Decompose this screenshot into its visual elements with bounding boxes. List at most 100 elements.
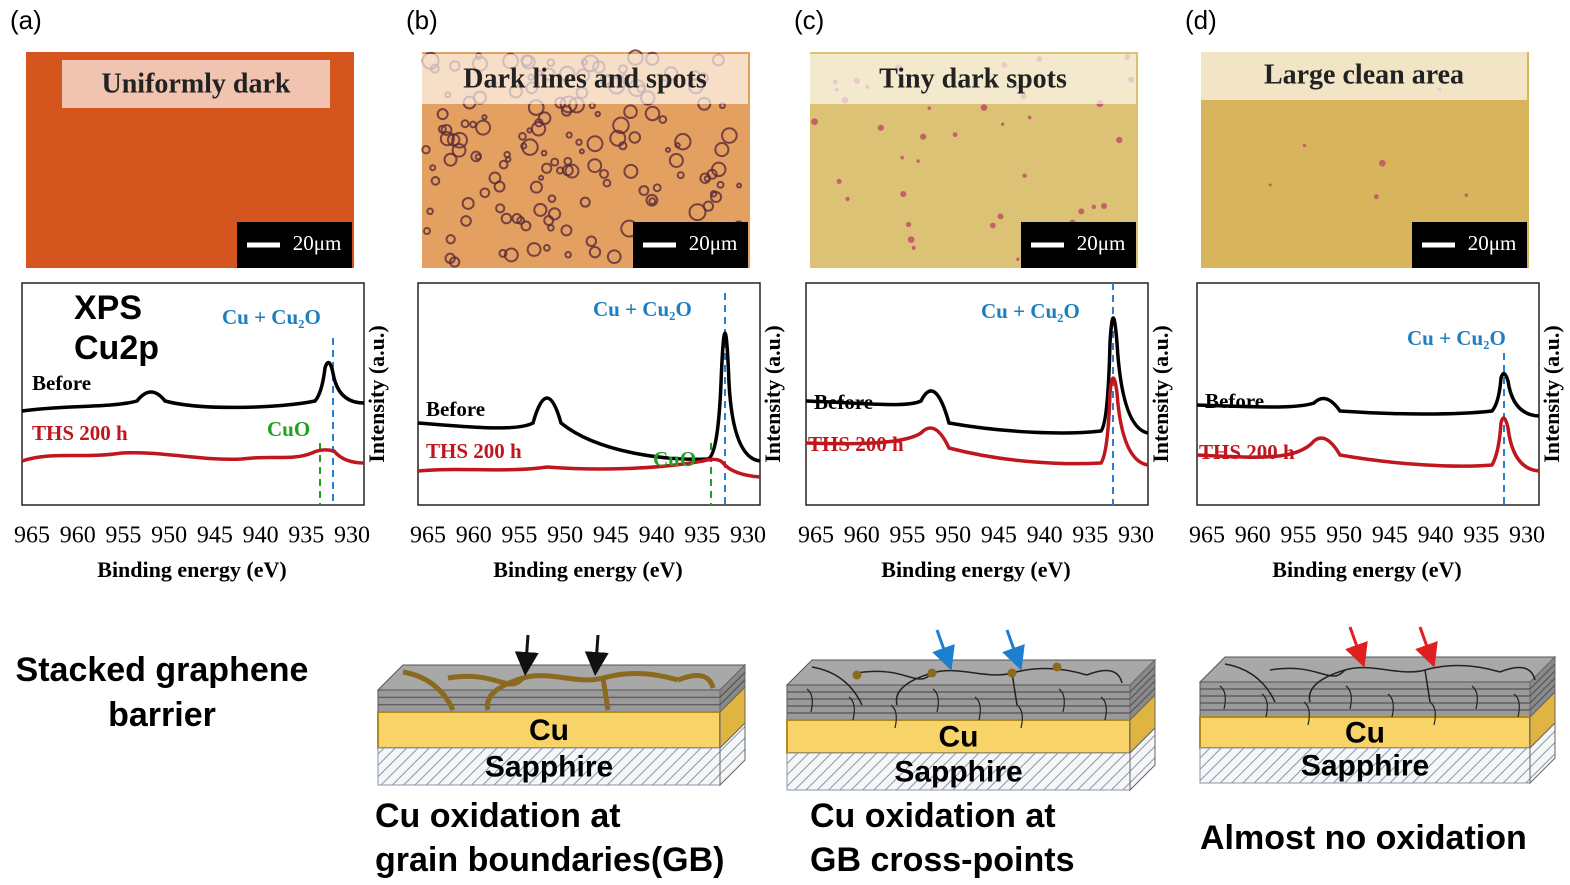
speck <box>648 197 657 206</box>
graphene-layer <box>1529 670 1556 697</box>
speck <box>664 146 672 153</box>
speck <box>422 227 431 236</box>
speck <box>547 207 562 221</box>
curve-label: Before <box>814 390 873 414</box>
speck <box>836 178 842 184</box>
xps-title: XPS <box>74 289 142 327</box>
graphene-front <box>786 684 1131 721</box>
speck <box>500 212 513 225</box>
speck <box>676 171 685 180</box>
spectrum-ths <box>1196 416 1540 473</box>
caption-box <box>810 54 1136 104</box>
curve-label: THS 200 h <box>808 432 904 456</box>
curve-label: Before <box>426 397 485 421</box>
speck <box>579 196 591 208</box>
speck <box>526 127 533 134</box>
speck <box>716 180 725 189</box>
speck <box>609 129 627 147</box>
arrow <box>514 634 539 676</box>
speck <box>1101 202 1108 209</box>
x-tick-label: 960 <box>1235 523 1271 549</box>
spectrum-ths <box>805 376 1149 467</box>
speck <box>543 214 555 226</box>
arrow <box>932 629 955 671</box>
speck <box>1078 208 1085 215</box>
y-axis-label: Intensity (a.u.) <box>1539 325 1564 463</box>
x-axis-label: Binding energy (eV) <box>1272 557 1461 582</box>
curve-label: Before <box>1205 389 1264 413</box>
x-tick-label: 945 <box>593 523 629 549</box>
spectrum-ths <box>21 448 365 465</box>
speck <box>526 242 542 257</box>
x-tick-label: 950 <box>151 523 187 549</box>
graphene-layer <box>719 671 746 698</box>
x-tick-label: 945 <box>1372 523 1408 549</box>
speck <box>495 203 506 214</box>
speck <box>498 159 509 170</box>
y-axis-label: Intensity (a.u.) <box>364 325 389 463</box>
speck <box>541 162 553 174</box>
grain-boundary <box>1224 663 1346 703</box>
x-tick-label: 940 <box>1027 523 1063 549</box>
speck <box>644 105 661 122</box>
speck <box>560 224 573 237</box>
graphene-layer <box>1129 673 1156 700</box>
x-tick-label: 960 <box>844 523 880 549</box>
speck <box>437 124 447 134</box>
crack <box>932 688 939 713</box>
crack <box>1387 693 1394 718</box>
layer-label: Sapphire <box>894 755 1022 788</box>
speck <box>451 131 468 149</box>
panel: (d) Large clean area 20μm Before THS 200 h Cu… <box>1185 5 1564 582</box>
speck <box>920 133 927 140</box>
speck <box>440 124 453 136</box>
speck <box>623 104 638 120</box>
arrow <box>1002 629 1025 671</box>
speck <box>1027 115 1032 120</box>
graphene-front <box>377 689 721 713</box>
speck <box>451 142 467 158</box>
x-axis-label: Binding energy (eV) <box>881 557 1070 582</box>
speck <box>845 196 850 202</box>
peak-label: Cu + Cu₂O <box>222 305 321 329</box>
speck <box>470 150 482 163</box>
spectrum-before <box>805 316 1149 435</box>
schematic-label: Stacked graphene <box>16 651 309 689</box>
speck <box>709 189 718 198</box>
speck <box>907 236 915 244</box>
x-axis-label: Binding energy (eV) <box>493 557 682 582</box>
speck <box>587 158 603 174</box>
side-face <box>719 721 746 787</box>
scale-bar-label: 20μm <box>689 231 738 255</box>
speck <box>602 178 612 188</box>
speck <box>1379 159 1386 167</box>
speck <box>710 191 723 203</box>
sapphire-layer <box>1199 747 1531 784</box>
arrow <box>584 634 609 676</box>
diagram-caption: Almost no oxidation <box>1200 819 1527 857</box>
layer-label: Cu <box>1345 716 1385 749</box>
oxidation-point <box>927 668 937 678</box>
speck <box>445 234 456 245</box>
speck <box>927 106 932 110</box>
curve-label: Before <box>32 371 91 395</box>
grain-boundary <box>600 673 716 711</box>
speck <box>564 163 580 179</box>
speck <box>674 133 692 151</box>
plot-frame <box>805 282 1149 506</box>
speck <box>537 111 552 125</box>
x-tick-label: 950 <box>1326 523 1362 549</box>
speck <box>421 145 431 155</box>
crack <box>1345 685 1352 710</box>
speck <box>444 252 456 264</box>
speck <box>520 220 532 232</box>
x-tick-label: 930 <box>1118 523 1154 549</box>
speck <box>550 157 560 167</box>
plot-frame <box>21 282 365 506</box>
x-tick-label: 965 <box>1189 523 1225 549</box>
speck <box>529 180 543 194</box>
oxide-label: CuO <box>653 447 696 471</box>
panel: (c) Tiny dark spots 20μm Before THS 200 h Cu … <box>794 5 1173 582</box>
speck <box>443 152 458 167</box>
